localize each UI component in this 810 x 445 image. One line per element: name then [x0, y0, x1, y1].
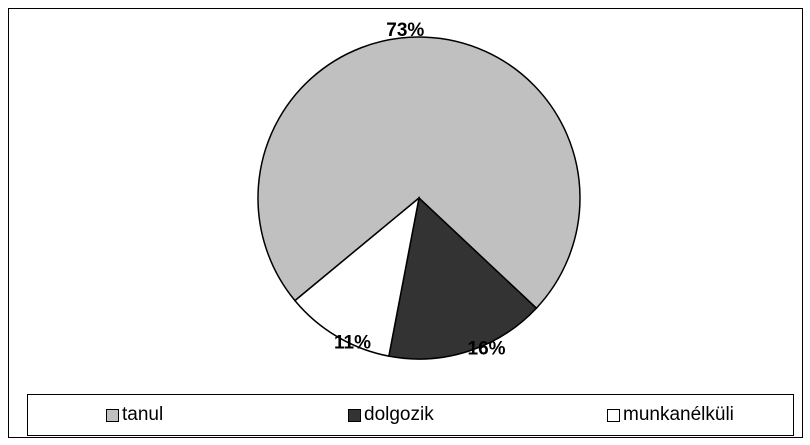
legend-swatch-tanul [106, 408, 119, 422]
legend-item-dolgozik: dolgozik [348, 395, 434, 435]
legend-item-tanul: tanul [106, 395, 163, 435]
legend-label-dolgozik: dolgozik [364, 404, 434, 425]
legend-item-munkanelkuli: munkanélküli [607, 395, 734, 435]
pie-slice-dolgozik [387, 196, 538, 360]
legend-swatch-munkanelkuli [607, 408, 620, 422]
data-label-munkanelkuli: 11% [334, 333, 371, 354]
data-label-tanul: 73% [386, 20, 424, 41]
legend: tanul dolgozik munkanélküli [27, 394, 794, 436]
legend-label-munkanelkuli: munkanélküli [623, 404, 734, 425]
chart-frame: 73% 16% 11% tanul dolgozik munkanélküli [8, 8, 803, 438]
legend-swatch-dolgozik [348, 408, 361, 422]
data-label-dolgozik: 16% [468, 338, 506, 359]
pie-chart: 73% 16% 11% [257, 20, 581, 360]
legend-label-tanul: tanul [122, 404, 164, 425]
pie-slice-tanul [257, 36, 581, 310]
pie-slice-munkanelkuli [293, 196, 421, 358]
